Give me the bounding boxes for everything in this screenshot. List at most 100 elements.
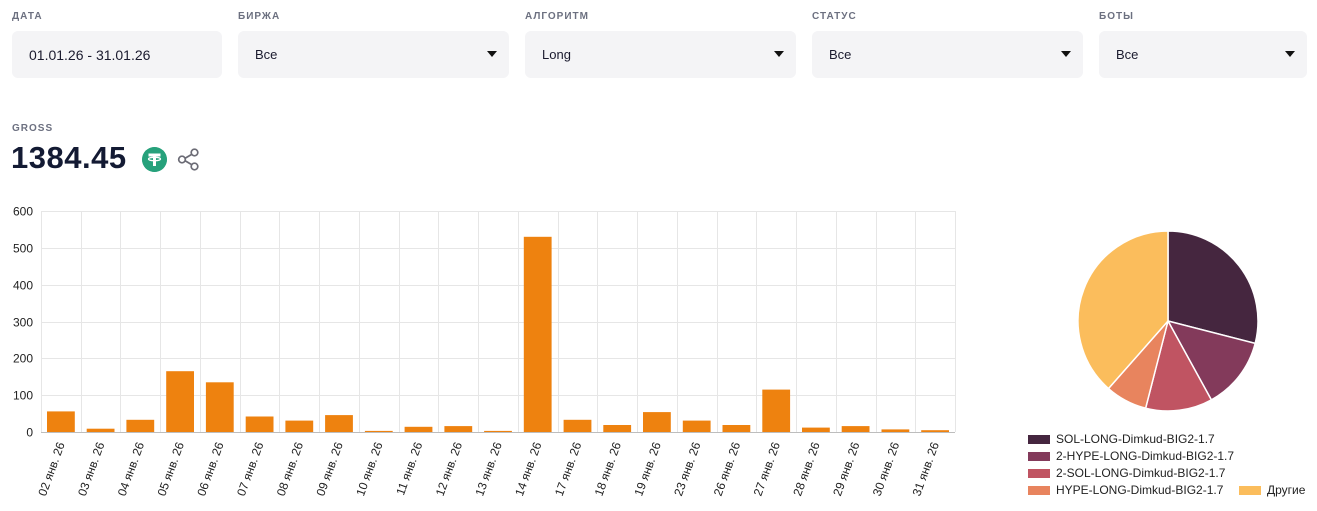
bar[interactable] xyxy=(325,415,353,432)
bar[interactable] xyxy=(762,389,791,432)
bar[interactable] xyxy=(563,419,592,432)
bar[interactable] xyxy=(205,382,234,432)
gross-label: GROSS xyxy=(12,123,54,134)
bar[interactable] xyxy=(444,426,473,432)
y-tick-label: 400 xyxy=(13,279,33,293)
filter-bots: БОТЫ xyxy=(1099,10,1134,24)
chevron-down-icon xyxy=(487,51,497,57)
bar[interactable] xyxy=(484,430,512,432)
filter-status: СТАТУС xyxy=(812,10,857,24)
bar[interactable] xyxy=(86,428,115,432)
y-tick-label: 500 xyxy=(13,242,33,256)
pie-slice[interactable] xyxy=(1077,230,1169,390)
gross-value: 1384.45 xyxy=(11,140,127,175)
chevron-down-icon xyxy=(774,51,784,57)
y-tick-label: 600 xyxy=(13,205,33,219)
x-tick-label: 31 янв. 26 xyxy=(910,440,942,498)
x-tick-label: 12 янв. 26 xyxy=(433,440,465,498)
filter-date-label: ДАТА xyxy=(12,11,43,22)
bar[interactable] xyxy=(245,416,274,433)
legend-label: 2-SOL-LONG-Dimkud-BIG2-1.7 xyxy=(1056,466,1226,480)
bar[interactable] xyxy=(682,420,711,432)
x-tick-label: 26 янв. 26 xyxy=(711,440,743,498)
legend-item[interactable]: HYPE-LONG-Dimkud-BIG2-1.7 xyxy=(1028,483,1223,497)
x-tick-label: 18 янв. 26 xyxy=(592,440,624,498)
legend-item[interactable]: Другие xyxy=(1239,483,1305,497)
bar[interactable] xyxy=(881,429,910,432)
pie-slice[interactable] xyxy=(1166,319,1257,401)
status-select[interactable]: Все xyxy=(812,31,1083,78)
filter-date: ДАТА xyxy=(12,10,43,24)
bar[interactable] xyxy=(364,430,393,432)
x-tick-label: 06 янв. 26 xyxy=(194,440,226,498)
exchange-select[interactable]: Все xyxy=(238,31,509,78)
legend-item[interactable]: 2-SOL-LONG-Dimkud-BIG2-1.7 xyxy=(1028,466,1225,480)
legend-swatch xyxy=(1028,485,1050,495)
bar[interactable] xyxy=(643,412,671,432)
x-tick-label: 13 янв. 26 xyxy=(472,440,504,498)
bar[interactable] xyxy=(523,236,552,432)
bar[interactable] xyxy=(126,419,155,432)
y-tick-label: 300 xyxy=(13,316,33,330)
filter-exchange-label: БИРЖА xyxy=(238,11,281,22)
x-tick-label: 23 янв. 26 xyxy=(671,440,703,498)
x-tick-label: 04 янв. 26 xyxy=(115,440,147,498)
date-range-input[interactable]: 01.01.26 - 31.01.26 xyxy=(12,31,222,78)
bar[interactable] xyxy=(841,426,870,432)
x-tick-label: 11 янв. 26 xyxy=(393,440,425,497)
legend-swatch xyxy=(1239,485,1261,495)
x-tick-label: 09 янв. 26 xyxy=(313,440,345,498)
pie-slice[interactable] xyxy=(1144,318,1213,412)
x-tick-label: 29 янв. 26 xyxy=(830,440,862,498)
x-tick-label: 17 янв. 26 xyxy=(552,440,584,498)
legend-label: 2-HYPE-LONG-Dimkud-BIG2-1.7 xyxy=(1056,449,1235,463)
x-tick-label: 30 янв. 26 xyxy=(870,440,902,498)
bar[interactable] xyxy=(802,427,830,432)
x-tick-label: 03 янв. 26 xyxy=(75,440,107,498)
status-select-value: Все xyxy=(829,47,852,62)
legend-label: Другие xyxy=(1267,483,1306,497)
filter-algorithm-label: АЛГОРИТМ xyxy=(525,11,589,22)
x-tick-label: 02 янв. 26 xyxy=(35,440,67,498)
x-tick-label: 19 янв. 26 xyxy=(631,440,663,498)
exchange-select-value: Все xyxy=(255,47,278,62)
bar[interactable] xyxy=(404,426,433,432)
pie-slice[interactable] xyxy=(1167,230,1259,345)
y-tick-label: 100 xyxy=(13,389,33,403)
algorithm-select-value: Long xyxy=(542,47,571,62)
bots-pie-chart xyxy=(1077,230,1259,412)
x-tick-label: 14 янв. 26 xyxy=(512,440,544,498)
legend-item[interactable]: SOL-LONG-Dimkud-BIG2-1.7 xyxy=(1028,432,1215,446)
bar[interactable] xyxy=(921,430,949,432)
legend-label: HYPE-LONG-Dimkud-BIG2-1.7 xyxy=(1056,483,1224,497)
bots-select-value: Все xyxy=(1116,47,1139,62)
share-icon[interactable] xyxy=(176,147,201,172)
chevron-down-icon xyxy=(1285,51,1295,57)
x-tick-label: 05 янв. 26 xyxy=(155,440,187,498)
algorithm-select[interactable]: Long xyxy=(525,31,796,78)
bar[interactable] xyxy=(722,425,751,432)
x-tick-label: 08 янв. 26 xyxy=(274,440,306,498)
filter-bots-label: БОТЫ xyxy=(1099,11,1134,22)
y-tick-label: 200 xyxy=(13,352,33,366)
x-tick-label: 07 янв. 26 xyxy=(234,440,266,498)
filter-status-label: СТАТУС xyxy=(812,11,857,22)
legend-swatch xyxy=(1028,451,1050,461)
chevron-down-icon xyxy=(1061,51,1071,57)
filter-exchange: БИРЖА xyxy=(238,10,280,24)
legend-swatch xyxy=(1028,468,1050,478)
legend-item[interactable]: 2-HYPE-LONG-Dimkud-BIG2-1.7 xyxy=(1028,449,1234,463)
x-tick-label: 28 янв. 26 xyxy=(790,440,822,498)
bar[interactable] xyxy=(166,371,194,432)
date-range-value: 01.01.26 - 31.01.26 xyxy=(29,46,151,63)
y-tick-label: 0 xyxy=(26,426,33,440)
bar[interactable] xyxy=(603,425,632,432)
x-tick-label: 10 янв. 26 xyxy=(353,440,385,498)
legend-label: SOL-LONG-Dimkud-BIG2-1.7 xyxy=(1056,432,1215,446)
bar[interactable] xyxy=(47,411,75,432)
filters-bar: ДАТА 01.01.26 - 31.01.26 БИРЖА Все АЛГОР… xyxy=(12,10,1307,80)
bots-select[interactable]: Все xyxy=(1099,31,1307,78)
tether-icon xyxy=(142,147,167,172)
bar[interactable] xyxy=(285,420,314,432)
